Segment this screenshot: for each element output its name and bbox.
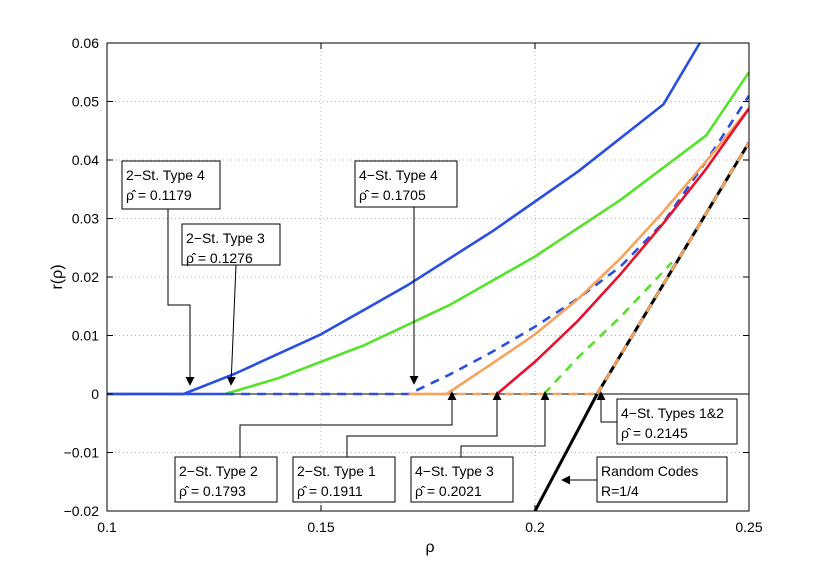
annotation-box [292,456,396,503]
y-tick-label: −0.02 [64,503,100,519]
series-line-1 [107,43,701,396]
y-tick-label: 0.01 [72,328,99,344]
annotation-title: 4−St. Types 1&2 [621,405,724,421]
y-tick-label: 0.03 [72,211,99,227]
annotation-8: Random Codes R=1/4 [561,456,728,503]
annotation-value: R=1/4 [601,483,639,499]
annotation-value: ρ̂ = 0.1179 [126,187,192,203]
series-line-2 [224,71,749,396]
annotation-box [596,456,728,503]
ticks: 0.1 0.15 0.2 0.25 −0.02 −0.01 0 0.01 0.02 0.03 0.0… [64,35,763,535]
annotation-box [410,456,514,503]
y-tick-label: 0.06 [72,35,99,51]
annotation-arrow [239,391,457,457]
series-line-3 [225,94,749,396]
x-tick-label: 0.25 [735,519,762,535]
annotation-arrow [596,391,617,423]
annotation-value: ρ̂ = 0.1793 [179,483,246,499]
y-tick-label: 0.02 [72,269,99,285]
annotation-box [616,398,738,445]
annotation-arrow [460,391,550,457]
annotation-arrow [226,264,237,386]
y-axis-label: r(ρ) [49,264,66,289]
annotation-value: ρ̂ = 0.1911 [297,483,363,499]
annotation-arrow [346,391,502,457]
y-tick-label: −0.01 [64,445,100,461]
series-line-7 [543,261,673,395]
annotations: 2−St. Type 4 ρ̂ = 0.1179 2−St. Type 3 ρ̂ = … [121,160,738,503]
y-tick-label: 0.04 [72,152,99,168]
series-group [107,43,749,511]
x-tick-label: 0.1 [97,519,117,535]
y-tick-label: 0 [91,386,99,402]
series-line-4 [408,107,749,396]
x-tick-label: 0.2 [525,519,545,535]
annotation-7: 4−St. Types 1&2 ρ̂ = 0.2145 [596,391,738,445]
annotation-title: 2−St. Type 4 [126,167,205,183]
annotation-title: 4−St. Type 3 [415,463,494,479]
annotation-box [354,160,458,208]
annotation-2: 2−St. Type 3 ρ̂ = 0.1276 [181,223,281,386]
annotation-title: 4−St. Type 4 [359,167,438,183]
annotation-4: 2−St. Type 2 ρ̂ = 0.1793 [174,391,457,503]
annotation-value: ρ̂ = 0.2021 [415,483,482,499]
annotation-value: ρ̂ = 0.1705 [359,187,426,203]
annotation-3: 4−St. Type 4 ρ̂ = 0.1705 [354,160,458,385]
annotation-title: 2−St. Type 1 [297,463,376,479]
annotation-box [174,456,278,503]
annotation-1: 2−St. Type 4 ρ̂ = 0.1179 [121,160,221,386]
annotation-title: 2−St. Type 3 [186,230,265,246]
annotation-value: ρ̂ = 0.2145 [621,425,688,441]
x-tick-label: 0.15 [307,519,334,535]
series-line-6 [496,107,749,395]
x-axis-label: ρ [425,539,434,556]
annotation-title: 2−St. Type 2 [179,463,258,479]
annotation-6: 4−St. Type 3 ρ̂ = 0.2021 [410,391,550,503]
annotation-title: Random Codes [601,463,698,479]
annotation-box [121,160,221,210]
annotation-box [181,223,281,266]
annotation-value: ρ̂ = 0.1276 [186,250,253,266]
series-line-9 [595,141,749,395]
y-tick-label: 0.05 [72,94,99,110]
annotation-5: 2−St. Type 1 ρ̂ = 0.1911 [292,391,502,503]
annotation-arrow [167,209,195,386]
